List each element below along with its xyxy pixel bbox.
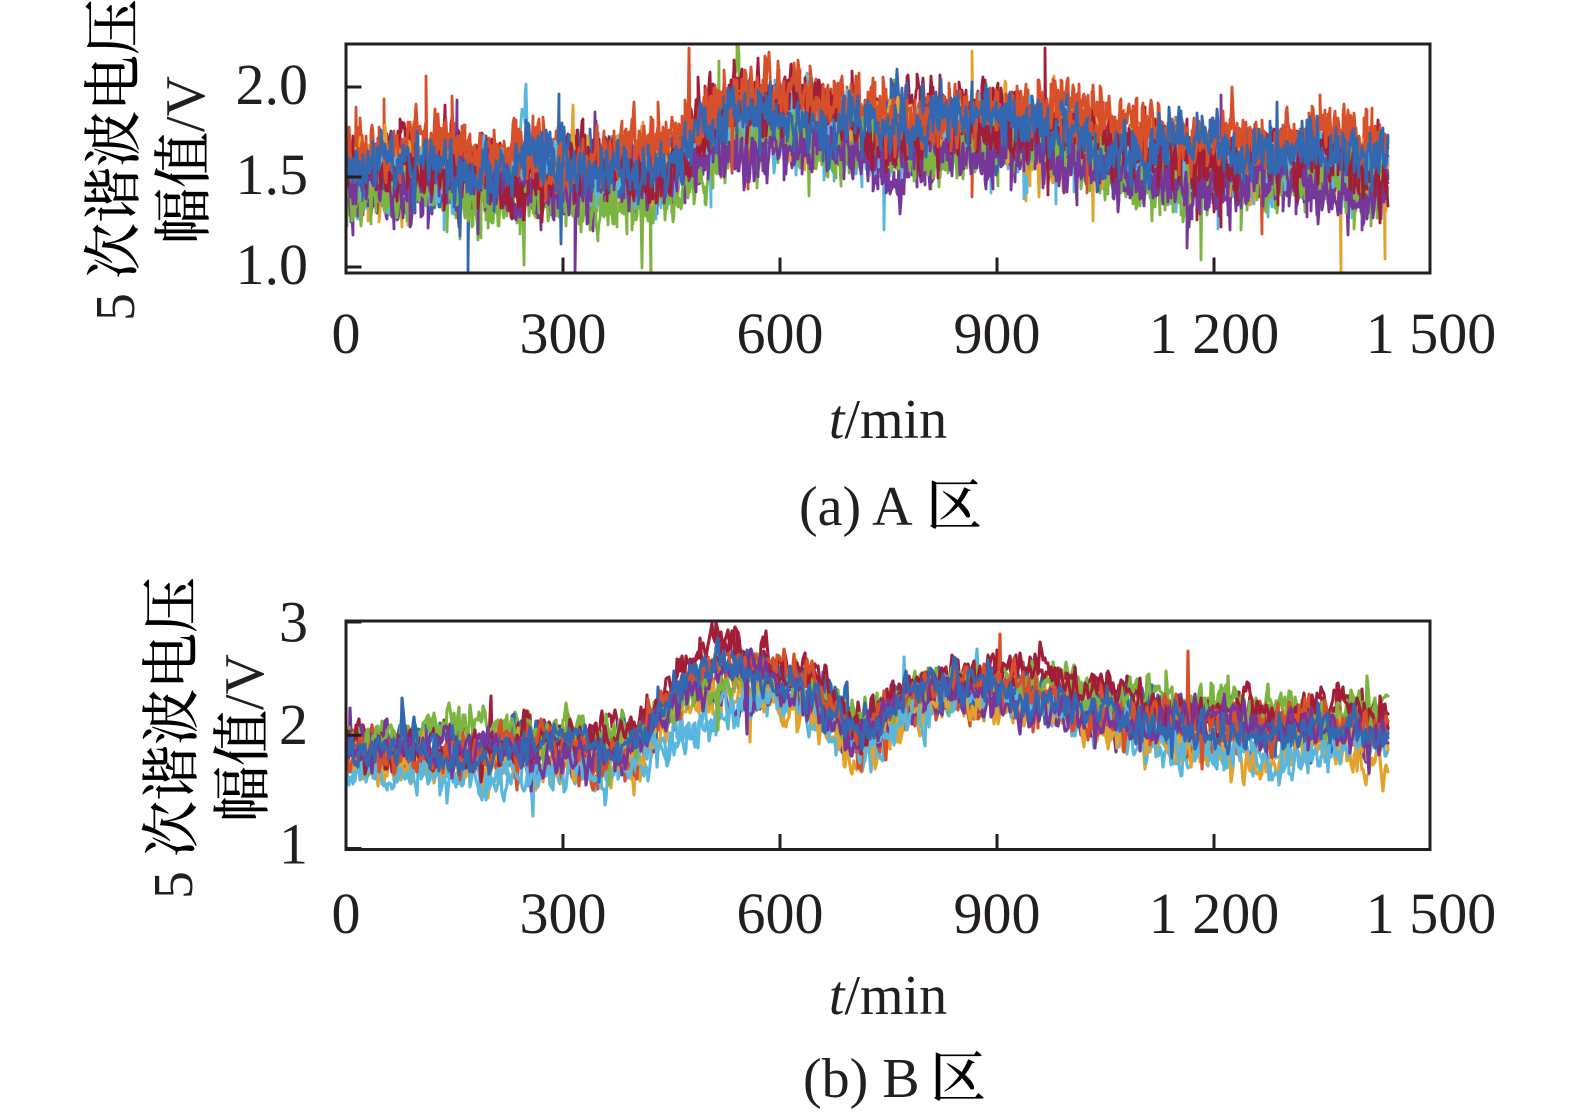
svg-text:5: 5 (85, 293, 147, 321)
svg-text:V: V (155, 76, 217, 116)
svg-text:900: 900 (954, 881, 1041, 946)
svg-text:t/min: t/min (829, 389, 947, 451)
svg-text:600: 600 (737, 301, 824, 366)
svg-text:/: / (155, 116, 217, 132)
svg-text:0: 0 (332, 881, 361, 946)
svg-text:1.0: 1.0 (236, 232, 309, 297)
svg-text:1 200: 1 200 (1149, 881, 1280, 946)
svg-text:1 500: 1 500 (1366, 881, 1497, 946)
svg-text:900: 900 (954, 301, 1041, 366)
svg-text:1.5: 1.5 (236, 142, 309, 207)
svg-text:300: 300 (520, 881, 607, 946)
svg-text:(a) A: (a) A (799, 476, 913, 538)
svg-text:2.0: 2.0 (236, 52, 309, 117)
svg-text:3: 3 (279, 590, 308, 655)
svg-text:(b) B: (b) B (803, 1048, 920, 1110)
svg-text:0: 0 (332, 301, 361, 366)
svg-text:1 500: 1 500 (1366, 301, 1497, 366)
svg-text:5: 5 (143, 871, 205, 899)
svg-text:300: 300 (520, 301, 607, 366)
svg-text:/: / (214, 694, 276, 710)
svg-text:t/min: t/min (829, 965, 947, 1027)
svg-text:1 200: 1 200 (1149, 301, 1280, 366)
svg-text:2: 2 (279, 692, 308, 757)
svg-text:1: 1 (279, 812, 308, 877)
svg-text:V: V (214, 654, 276, 694)
svg-text:600: 600 (737, 881, 824, 946)
